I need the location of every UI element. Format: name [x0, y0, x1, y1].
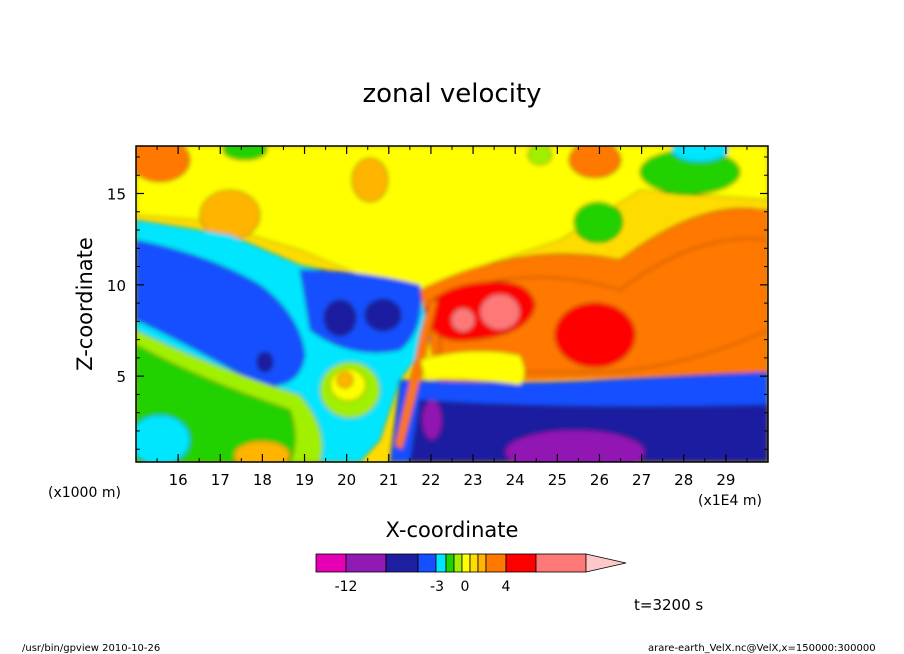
- colorbar-cell: [485, 553, 507, 573]
- x-tick-label: 22: [421, 471, 440, 489]
- x-axis-label: X-coordinate: [386, 518, 519, 542]
- x-tick-label: 17: [211, 471, 230, 489]
- colorbar-cell: [435, 553, 447, 573]
- x-tick-label: 21: [379, 471, 398, 489]
- colorbar-cell: [461, 553, 471, 573]
- y-tick-label: 10: [107, 277, 126, 295]
- x-tick-label: 19: [295, 471, 314, 489]
- time-label: t=3200 s: [634, 596, 703, 614]
- colorbar-cell: [535, 553, 587, 573]
- colorbar-label: -12: [335, 579, 358, 595]
- y-tick-label: 15: [107, 185, 126, 203]
- colorbar-label: 0: [461, 579, 470, 595]
- x-tick-label: 18: [253, 471, 272, 489]
- colorbar-cell: [417, 553, 437, 573]
- x-tick-label: 25: [548, 471, 567, 489]
- footer-right: arare-earth_VelX.nc@VelX,x=150000:300000: [648, 643, 876, 654]
- colorbar-cell: [453, 553, 463, 573]
- x-tick-label: 16: [169, 471, 188, 489]
- colorbar-label: -3: [430, 579, 444, 595]
- colorbar-cell: [469, 553, 479, 573]
- footer-left: /usr/bin/gpview 2010-10-26: [22, 643, 160, 654]
- colorbar-label: 4: [502, 579, 511, 595]
- colorbar-cell: [345, 553, 387, 573]
- x-tick-label: 20: [337, 471, 356, 489]
- colorbar-labels: -12 -3 0 4: [335, 579, 511, 595]
- colorbar-cell: [385, 553, 419, 573]
- contour-field: [136, 146, 768, 462]
- x-tick-label: 26: [590, 471, 609, 489]
- x-tick-label: 23: [464, 471, 483, 489]
- y-axis: 5 10 15: [107, 156, 768, 450]
- colorbar-cell: [505, 553, 537, 573]
- y-unit-label: (x1000 m): [48, 485, 121, 501]
- chart-title: zonal velocity: [362, 79, 541, 109]
- colorbar: [315, 553, 627, 573]
- x-axis: 16 17 18 19 20 21 22 23 24 25 26 27 28 29: [156, 146, 748, 489]
- x-tick-label: 24: [506, 471, 525, 489]
- colorbar-cell: [477, 553, 487, 573]
- y-tick-label: 5: [116, 368, 126, 386]
- x-tick-label: 29: [716, 471, 735, 489]
- y-axis-label: Z-coordinate: [73, 237, 97, 371]
- colorbar-cell: [315, 553, 347, 573]
- x-unit-label: (x1E4 m): [698, 493, 762, 509]
- x-tick-label: 27: [632, 471, 651, 489]
- colorbar-cell: [445, 553, 455, 573]
- x-tick-label: 28: [674, 471, 693, 489]
- colorbar-arrow: [585, 553, 627, 573]
